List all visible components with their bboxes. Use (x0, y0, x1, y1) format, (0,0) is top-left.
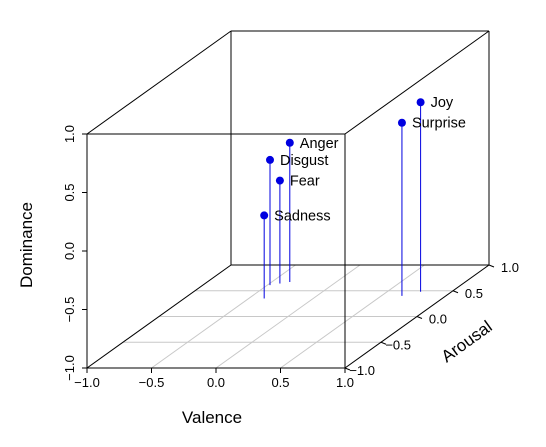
z-tick-label: 1.0 (62, 125, 77, 143)
point-joy (416, 98, 425, 107)
x-tick-label: 1.0 (336, 375, 354, 390)
y-tick-label: −0.5 (385, 337, 411, 352)
y-tick-mark (452, 290, 459, 294)
x-tick-label: 0.0 (207, 375, 225, 390)
axis-ticks: −1.0−1.0−1.0−0.5−0.5−0.50.00.00.00.50.50… (62, 125, 519, 390)
y-tick-mark (380, 341, 387, 345)
z-tick-label: −0.5 (62, 297, 77, 323)
y-tick-mark (344, 367, 351, 371)
bounding-box (86, 30, 490, 369)
y-tick-label: 0.0 (429, 312, 447, 327)
x-tick-label: 0.5 (271, 375, 289, 390)
point-sadness (260, 211, 269, 220)
point-label-anger: Anger (300, 136, 339, 152)
x-tick-label: −0.5 (139, 375, 165, 390)
point-fear (275, 176, 284, 185)
point-label-joy: Joy (431, 95, 454, 111)
stems (263, 102, 422, 299)
y-tick-label: −1.0 (349, 363, 375, 378)
point-label-sadness: Sadness (274, 208, 330, 224)
point-surprise (397, 118, 406, 127)
z-tick-label: 0.5 (62, 183, 77, 201)
point-label-fear: Fear (290, 174, 320, 190)
box-edge-fg (344, 30, 490, 135)
x-tick-label: −1.0 (74, 375, 100, 390)
y-tick-label: 1.0 (501, 260, 519, 275)
z-axis-title: Dominance (17, 202, 36, 288)
x-axis-title: Valence (182, 408, 242, 427)
point-disgust (266, 155, 274, 164)
z-tick-label: −1.0 (62, 355, 77, 381)
z-tick-label: 0.0 (62, 242, 77, 260)
y-tick-mark (416, 316, 423, 319)
y-tick-mark (488, 264, 495, 268)
point-label-surprise: Surprise (412, 116, 466, 132)
box-edge-da (86, 264, 232, 369)
grid-line-valence-3 (280, 264, 425, 369)
point-anger (285, 138, 294, 147)
box-edge-he (86, 30, 232, 135)
y-tick-label: 0.5 (465, 286, 483, 301)
point-label-disgust: Disgust (280, 153, 328, 169)
